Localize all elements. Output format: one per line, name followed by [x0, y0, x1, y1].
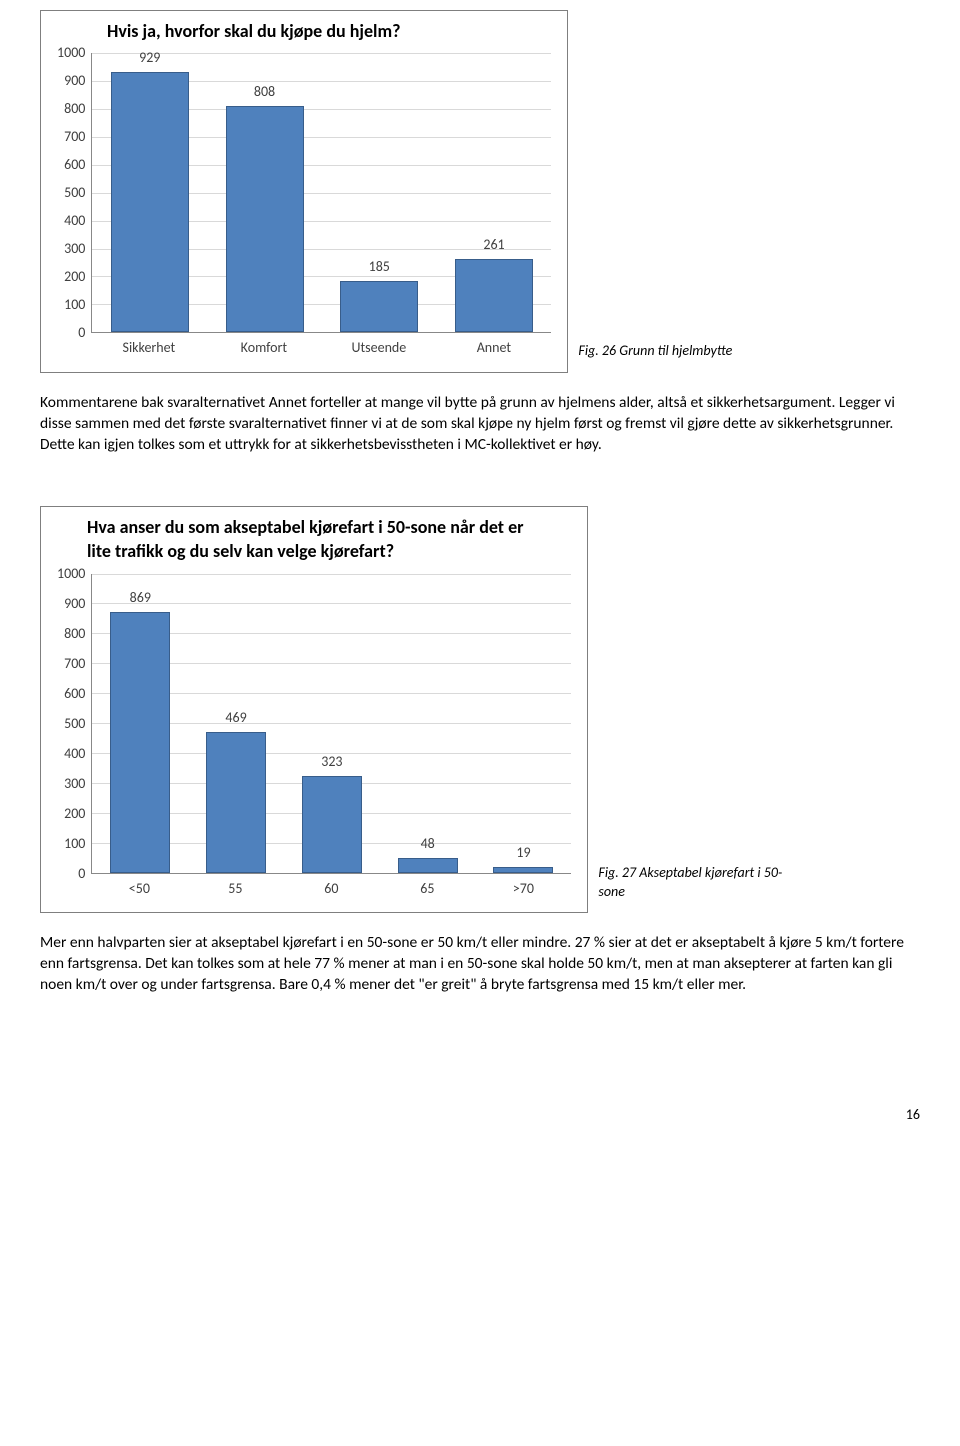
x-label: Komfort: [225, 339, 303, 358]
bar-col: 469: [206, 709, 266, 873]
chart2-plot: 869 469 323 48 19: [91, 574, 571, 874]
x-label: Annet: [455, 339, 533, 358]
bar-col: 185: [340, 258, 418, 333]
bar: [398, 858, 458, 872]
chart1-title: Hvis ja, hvorfor skal du kjøpe du hjelm?: [57, 19, 551, 43]
bar-value-label: 869: [130, 589, 151, 608]
bar: [111, 72, 189, 332]
chart1-row: Hvis ja, hvorfor skal du kjøpe du hjelm?…: [40, 10, 920, 373]
paragraph-1: Kommentarene bak svaralternativet Annet …: [40, 393, 920, 456]
chart1-yaxis: 10009008007006005004003002001000: [57, 53, 91, 333]
chart1-box: Hvis ja, hvorfor skal du kjøpe du hjelm?…: [40, 10, 568, 373]
x-label: <50: [109, 880, 169, 899]
bar-value-label: 185: [369, 258, 390, 277]
x-label: Utseende: [340, 339, 418, 358]
x-label: 55: [205, 880, 265, 899]
bar: [455, 259, 533, 332]
chart1-xaxis: Sikkerhet Komfort Utseende Annet: [91, 333, 551, 358]
bar: [302, 776, 362, 873]
bar-col: 48: [398, 835, 458, 872]
bar-value-label: 19: [516, 844, 530, 863]
bar: [206, 732, 266, 873]
x-label: 60: [301, 880, 361, 899]
bar-value-label: 929: [139, 49, 160, 68]
bar-value-label: 323: [321, 753, 342, 772]
x-label: 65: [397, 880, 457, 899]
bar: [226, 106, 304, 332]
bar-value-label: 808: [254, 83, 275, 102]
chart2-caption: Fig. 27 Akseptabel kjørefart i 50-sone: [598, 864, 788, 914]
chart2-row: Hva anser du som akseptabel kjørefart i …: [40, 506, 920, 913]
bar-col: 929: [111, 49, 189, 332]
bar-col: 19: [493, 844, 553, 873]
chart1-caption: Fig. 26 Grunn til hjelmbytte: [578, 342, 732, 373]
bar-value-label: 48: [421, 835, 435, 854]
page-number: 16: [40, 1106, 920, 1125]
chart2-title: Hva anser du som akseptabel kjørefart i …: [57, 515, 537, 564]
bar-value-label: 469: [225, 709, 246, 728]
paragraph-2: Mer enn halvparten sier at akseptabel kj…: [40, 933, 920, 996]
x-label: >70: [493, 880, 553, 899]
chart2-area: 10009008007006005004003002001000 869 469 3…: [57, 574, 571, 899]
bar-col: 869: [110, 589, 170, 873]
chart2-xaxis: <50 55 60 65 >70: [91, 874, 571, 899]
bar-col: 261: [455, 236, 533, 332]
bar: [493, 867, 553, 873]
bar: [110, 612, 170, 873]
bar-value-label: 261: [483, 236, 504, 255]
chart2-yaxis: 10009008007006005004003002001000: [57, 574, 91, 874]
chart1-area: 10009008007006005004003002001000 9298081…: [57, 53, 551, 358]
x-label: Sikkerhet: [110, 339, 188, 358]
chart2-box: Hva anser du som akseptabel kjørefart i …: [40, 506, 588, 913]
bar-col: 808: [226, 83, 304, 332]
chart1-plot: 929808185261: [91, 53, 551, 333]
bar-col: 323: [302, 753, 362, 873]
bar: [340, 281, 418, 333]
